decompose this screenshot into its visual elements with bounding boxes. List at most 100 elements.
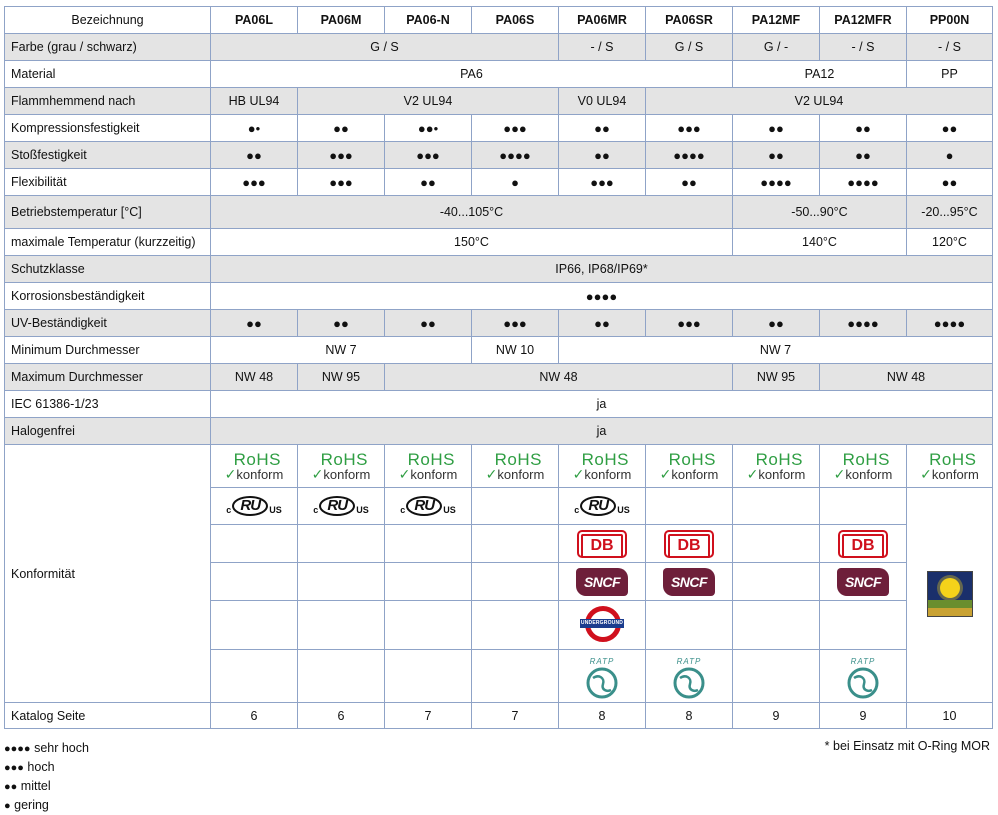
- rating-dots: ●●: [558, 309, 646, 337]
- rating-dots: ●●: [732, 141, 820, 169]
- cell-value: 120°C: [906, 228, 993, 256]
- row-label: Schutzklasse: [4, 255, 211, 283]
- table-row: Flammhemmend nach HB UL94 V2 UL94 V0 UL9…: [4, 87, 993, 115]
- row-label: Material: [4, 60, 211, 88]
- rating-dots: ●●●: [471, 309, 559, 337]
- rating-dots: ●●●●: [645, 141, 733, 169]
- row-label: Katalog Seite: [4, 702, 211, 729]
- rohs-logo: RoHS ✓konform: [819, 444, 907, 488]
- rating-dots: ●●●●: [210, 282, 993, 310]
- check-icon: ✓: [920, 465, 932, 482]
- ul-us-text: US: [617, 505, 630, 515]
- table-row: Kompressionsfestigkeit ●• ●● ●●• ●●● ●● …: [4, 114, 993, 142]
- column-header: PA06L: [210, 6, 298, 34]
- table-row: Minimum Durchmesser NW 7 NW 10 NW 7: [4, 336, 993, 364]
- cell-value: NW 10: [471, 336, 559, 364]
- db-logo: DB: [558, 524, 646, 563]
- table-row: Katalog Seite 6 6 7 7 8 8 9 9 10: [4, 702, 993, 729]
- db-logo: DB: [819, 524, 907, 563]
- cell-value: V0 UL94: [558, 87, 646, 115]
- rohs-text: RoHS: [407, 449, 455, 469]
- cell-value: -50...90°C: [732, 195, 907, 229]
- rohs-text: RoHS: [581, 449, 629, 469]
- cell-value: NW 48: [210, 363, 298, 391]
- rohs-text: RoHS: [233, 449, 281, 469]
- row-label: Halogenfrei: [4, 417, 211, 445]
- cell-value: NW 95: [732, 363, 820, 391]
- sncf-logo: SNCF: [819, 562, 907, 601]
- table-row: Maximum Durchmesser NW 48 NW 95 NW 48 NW…: [4, 363, 993, 391]
- header-label: Bezeichnung: [4, 6, 211, 34]
- legend-text: sehr hoch: [34, 741, 89, 755]
- conformity-row: c RU US c RU US c RU US c RU US: [5, 487, 993, 703]
- conformity-row: UNDERGROUND: [5, 600, 993, 650]
- rohs-logo: RoHS ✓konform: [210, 444, 298, 488]
- ratp-text: RATP: [589, 656, 615, 666]
- rating-dots: ●●●: [297, 168, 385, 196]
- cell-value: 7: [384, 702, 472, 729]
- row-label: Maximum Durchmesser: [4, 363, 211, 391]
- rating-dots: ●●: [297, 309, 385, 337]
- rating-dots: ●●•: [384, 114, 472, 142]
- empty-cell: [384, 524, 472, 563]
- rating-dots: ●●: [906, 168, 993, 196]
- cell-value: HB UL94: [210, 87, 298, 115]
- row-label: Kompressionsfestigkeit: [4, 114, 211, 142]
- empty-cell: [732, 487, 820, 525]
- empty-cell: [819, 600, 907, 650]
- footnote: * bei Einsatz mit O-Ring MOR: [824, 739, 990, 753]
- column-header: PA06SR: [645, 6, 733, 34]
- rating-dots: ●●: [732, 114, 820, 142]
- ul-us-text: US: [443, 505, 456, 515]
- empty-cell: [384, 649, 472, 703]
- konform-text: konform: [671, 466, 719, 482]
- ul-c-text: c: [313, 505, 319, 515]
- rating-dots: ●: [471, 168, 559, 196]
- legend-dots: ●●●: [4, 762, 24, 774]
- rating-dots: ●: [906, 141, 993, 169]
- table-row: Betriebstemperatur [°C] -40...105°C -50.…: [4, 195, 993, 229]
- konform-text: konform: [410, 466, 458, 482]
- row-label: UV-Beständigkeit: [4, 309, 211, 337]
- empty-cell: [732, 562, 820, 601]
- empty-cell: [471, 562, 559, 601]
- check-icon: ✓: [398, 465, 411, 482]
- cell-value: NW 48: [819, 363, 993, 391]
- empty-cell: [645, 487, 733, 525]
- table-row: maximale Temperatur (kurzzeitig) 150°C 1…: [4, 228, 993, 256]
- ul-c-text: c: [226, 505, 232, 515]
- sncf-text: SNCF: [663, 567, 715, 596]
- ul-us-text: US: [269, 505, 282, 515]
- cell-value: -40...105°C: [210, 195, 733, 229]
- cell-value: 7: [471, 702, 559, 729]
- konform-text: konform: [323, 466, 371, 482]
- cell-value: 9: [732, 702, 820, 729]
- check-icon: ✓: [311, 465, 324, 482]
- row-label: maximale Temperatur (kurzzeitig): [4, 228, 211, 256]
- rating-dots: ●●●: [471, 114, 559, 142]
- cell-value: 150°C: [210, 228, 733, 256]
- rating-dots: ●●●: [645, 309, 733, 337]
- rating-dots: ●●●●: [732, 168, 820, 196]
- cell-value: NW 48: [384, 363, 733, 391]
- rating-dots: ●●: [210, 309, 298, 337]
- rohs-text: RoHS: [494, 449, 542, 469]
- konform-text: konform: [497, 466, 545, 482]
- rating-dots: ●●: [732, 309, 820, 337]
- empty-cell: [297, 600, 385, 650]
- ul-certification-icon: c RU US: [384, 487, 472, 525]
- rating-dots: ●●: [906, 114, 993, 142]
- rating-dots: ●●: [819, 114, 907, 142]
- legend-dots: ●: [4, 800, 11, 812]
- table-row: IEC 61386-1/23 ja: [4, 390, 993, 418]
- ul-us-text: US: [356, 505, 369, 515]
- empty-cell: [471, 524, 559, 563]
- rating-dots: ●●●: [210, 168, 298, 196]
- sncf-logo: SNCF: [558, 562, 646, 601]
- rohs-text: RoHS: [320, 449, 368, 469]
- empty-cell: [645, 600, 733, 650]
- column-header: PA06MR: [558, 6, 646, 34]
- rohs-text: RoHS: [668, 449, 716, 469]
- conformity-row: DB DB DB: [5, 524, 993, 563]
- ratp-logo: RATP: [645, 649, 733, 703]
